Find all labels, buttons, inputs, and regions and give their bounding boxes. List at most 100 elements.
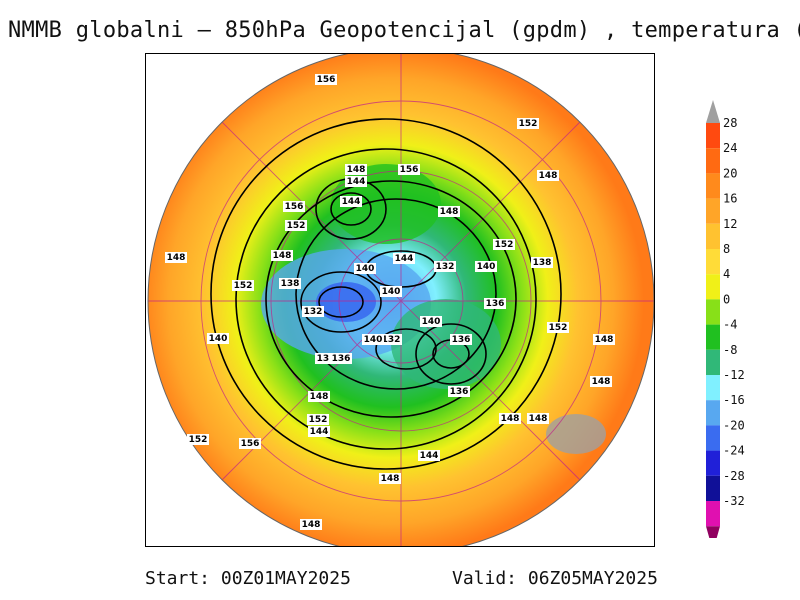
contour-label: 144 [393, 253, 415, 264]
contour-label: 156 [283, 201, 305, 212]
contour-label: 148 [438, 206, 460, 217]
svg-text:140: 140 [364, 335, 383, 345]
contour-label: 144 [345, 176, 367, 187]
svg-text:148: 148 [381, 474, 400, 484]
svg-text:148: 148 [529, 414, 548, 424]
colorbar-tick-label: -20 [723, 418, 745, 432]
svg-text:136: 136 [486, 299, 505, 309]
colorbar-segment [706, 425, 720, 451]
contour-label: 148 [537, 170, 559, 181]
temperature-colorbar: 28 24 20 16 12 8 4 0 -4 -8 -12 -16 -20 -24 -28 -32 [706, 100, 745, 538]
colorbar-tick-label: -24 [723, 444, 745, 458]
contour-label: 140 [380, 286, 402, 297]
svg-text:136: 136 [452, 335, 471, 345]
svg-text:132: 132 [436, 262, 455, 272]
contour-label: 156 [398, 164, 420, 175]
contour-label: 148 [165, 252, 187, 263]
svg-text:144: 144 [342, 197, 361, 207]
contour-label: 148 [527, 413, 549, 424]
contour-line [295, 198, 497, 390]
colorbar-min-arrow [706, 526, 720, 538]
contour-line [210, 118, 562, 470]
svg-text:131: 131 [317, 354, 336, 364]
svg-text:152: 152 [309, 415, 328, 425]
svg-text:144: 144 [310, 427, 329, 437]
svg-text:132: 132 [382, 335, 401, 345]
svg-text:156: 156 [241, 439, 260, 449]
contour-label: 148 [590, 376, 612, 387]
svg-text:152: 152 [495, 240, 514, 250]
svg-text:138: 138 [533, 258, 552, 268]
valid-label: Valid: [452, 568, 518, 589]
contour-label: 148 [593, 334, 615, 345]
svg-text:148: 148 [595, 335, 614, 345]
contour-label: 144 [418, 450, 440, 461]
colorbar-tick-label: 20 [723, 166, 737, 180]
contour-label: 152 [307, 414, 329, 425]
contour-line [300, 271, 382, 333]
colorbar-segment [706, 324, 720, 350]
contour-line [375, 328, 437, 370]
colorbar-tick-label: -12 [723, 368, 745, 382]
contour-label: 148 [345, 164, 367, 175]
svg-text:148: 148 [347, 165, 366, 175]
colorbar-segment [706, 501, 720, 527]
svg-text:152: 152 [189, 435, 208, 445]
contour-label: 156 [239, 438, 261, 449]
contour-label: 136 [448, 386, 470, 397]
contour-line [265, 180, 517, 418]
terrain-mask [546, 414, 606, 454]
svg-text:144: 144 [395, 254, 414, 264]
valid-time: Valid: 06Z05MAY2025 [452, 568, 658, 589]
contour-label: 152 [493, 239, 515, 250]
contour-label: 148 [300, 519, 322, 530]
valid-value: 06Z05MAY2025 [527, 568, 658, 589]
contour-label: 148 [308, 391, 330, 402]
contour-label: 140 [420, 316, 442, 327]
colorbar-tick-label: -32 [723, 494, 745, 508]
svg-text:148: 148 [273, 251, 292, 261]
svg-text:132: 132 [304, 307, 323, 317]
svg-text:152: 152 [234, 281, 253, 291]
contour-label: 132 [380, 334, 402, 345]
colorbar-tick-label: 28 [723, 116, 737, 130]
svg-text:156: 156 [317, 75, 336, 85]
colorbar-segment [706, 375, 720, 401]
colorbar-segment [706, 249, 720, 275]
contour-label: 136 [450, 334, 472, 345]
contour-label: 140 [354, 263, 376, 274]
colorbar-segment [706, 475, 720, 501]
map-panel: 156 152 148 156 156 152 148 144 148 152 140 132 138 1… [145, 53, 655, 547]
colorbar-tick-label: -28 [723, 469, 745, 483]
contour-line [330, 192, 372, 226]
contour-label: 140 [207, 333, 229, 344]
contour-label: 148 [379, 473, 401, 484]
contour-label: 136 [484, 298, 506, 309]
contour-label: 152 [285, 220, 307, 231]
colorbar-segment [706, 173, 720, 199]
start-label: Start: [145, 568, 211, 589]
svg-text:148: 148 [440, 207, 459, 217]
chart-title: NMMB globalni – 850hPa Geopotencijal (gp… [8, 18, 800, 43]
svg-text:148: 148 [539, 171, 558, 181]
contour-label: 152 [547, 322, 569, 333]
svg-text:152: 152 [549, 323, 568, 333]
svg-text:148: 148 [302, 520, 321, 530]
svg-text:156: 156 [400, 165, 419, 175]
svg-text:140: 140 [356, 264, 375, 274]
colorbar-tick-label: 0 [723, 292, 730, 306]
cold-core [316, 282, 376, 322]
svg-text:140: 140 [477, 262, 496, 272]
contour-label: 138 [279, 278, 301, 289]
contour-label: 140 [362, 334, 384, 345]
colorbar-segment [706, 349, 720, 375]
contour-line [235, 148, 537, 450]
contour-label: 148 [271, 250, 293, 261]
colorbar-tick-label: -16 [723, 393, 745, 407]
colorbar-tick-label: 24 [723, 141, 737, 155]
contour-line [318, 286, 364, 318]
svg-text:148: 148 [167, 253, 186, 263]
colorbar-segment [706, 299, 720, 325]
colorbar-tick-label: 16 [723, 192, 737, 206]
